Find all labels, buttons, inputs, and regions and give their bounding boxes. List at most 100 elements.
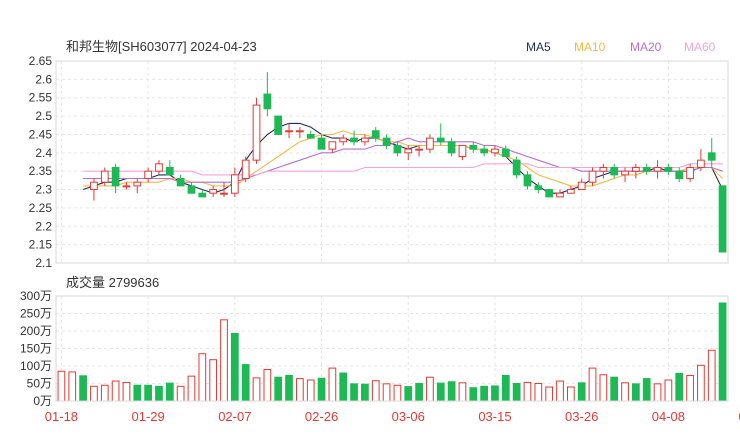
volume-bar: [371, 380, 380, 402]
price-tick-label: 2.6: [35, 72, 52, 86]
volume-bar: [501, 374, 510, 402]
volume-frame: [55, 295, 729, 402]
volume-bar: [491, 385, 499, 402]
candle-body: [599, 167, 608, 172]
candle-body: [339, 137, 348, 143]
volume-bar: [176, 385, 185, 402]
candle-body: [566, 189, 575, 194]
candle: [371, 127, 380, 142]
candle-body: [458, 144, 467, 157]
volume-bar: [426, 376, 434, 402]
candle-body: [296, 130, 304, 133]
candle: [642, 163, 651, 175]
candle-body: [285, 130, 293, 133]
candle-body: [632, 167, 640, 172]
candle: [469, 141, 478, 153]
volume-bar: [165, 382, 174, 402]
volume-bar: [328, 367, 337, 402]
candle-body: [577, 181, 586, 191]
candle-body: [501, 148, 510, 157]
volume-y-axis: 300万 250万 200万 150万 100万 50万 0万: [20, 289, 52, 408]
price-y-axis: 2.65 2.6 2.55 2.5 2.45 2.4 2.35 2.3 2.25 2.2 2.15 2…: [29, 54, 53, 270]
candle: [664, 163, 673, 175]
volume-bar: [523, 381, 532, 402]
candle: [675, 167, 684, 183]
candle-body: [111, 167, 120, 187]
candle-body: [90, 181, 98, 191]
volume-bar: [642, 378, 651, 402]
candle-body: [306, 133, 315, 139]
volume-tick-label: 300万: [20, 289, 52, 303]
volume-bar: [90, 385, 98, 402]
date-x-axis: 01-18 01-29 02-07 02-26 03-06 03-15 03-26 04-08…: [45, 409, 740, 424]
candle-body: [653, 167, 662, 172]
candle: [220, 182, 228, 197]
candle: [447, 138, 456, 157]
price-tick-label: 2.15: [29, 238, 53, 252]
volume-bar: [404, 386, 413, 402]
candle-body: [610, 167, 619, 176]
candle-body: [556, 192, 564, 198]
candle: [718, 185, 727, 253]
candle-body: [675, 170, 684, 180]
candle: [577, 178, 586, 191]
volume-bar: [512, 383, 521, 402]
candle-body: [122, 185, 131, 188]
volume-bar: [230, 332, 239, 402]
candle: [480, 145, 488, 157]
candle-body: [393, 144, 402, 154]
candle: [588, 167, 597, 186]
volume-title: 成交量 2799636: [66, 275, 159, 290]
ma-line-ma10: [83, 130, 723, 187]
volume-bar: [458, 382, 467, 402]
candle-body: [512, 159, 521, 176]
candle: [697, 149, 705, 172]
date-tick-label: 04-17: [738, 409, 740, 424]
volume-bar: [686, 374, 694, 402]
candle-body: [328, 141, 337, 150]
volume-tick-label: 150万: [20, 342, 52, 356]
volume-tick-label: 200万: [20, 324, 52, 338]
candle: [198, 189, 207, 198]
candle-body: [382, 137, 391, 146]
volume-bar: [296, 378, 304, 402]
volume-bar: [610, 376, 619, 402]
volume-bar: [664, 379, 673, 402]
candle: [512, 156, 521, 179]
candle: [653, 160, 662, 179]
candle: [621, 167, 629, 183]
volume-bar: [198, 353, 207, 402]
price-tick-label: 2.55: [29, 91, 53, 105]
volume-bar: [57, 370, 66, 402]
candle: [165, 160, 174, 176]
volume-bar: [545, 386, 554, 402]
volume-bar: [79, 375, 87, 402]
price-panel: 2.65 2.6 2.55 2.5 2.45 2.4 2.35 2.3 2.25 2.2 2.15 2…: [29, 54, 729, 270]
volume-tick-label: 100万: [20, 359, 52, 373]
candle: [393, 141, 402, 157]
ma-line-ma20: [83, 137, 723, 183]
candle: [350, 130, 358, 146]
candle-body: [274, 115, 283, 135]
candle-body: [707, 152, 716, 161]
volume-bar: [675, 372, 684, 402]
candle: [632, 163, 640, 179]
volume-bar: [415, 383, 423, 402]
candle-body: [621, 170, 629, 176]
candle-body: [523, 174, 532, 187]
legend-ma5: MA5: [526, 40, 551, 54]
candle: [491, 145, 499, 157]
candle: [144, 167, 152, 183]
candle-body: [263, 93, 272, 110]
candle-body: [230, 174, 239, 194]
legend-ma20: MA20: [630, 40, 662, 54]
date-tick-label: 04-08: [652, 409, 685, 424]
volume-bar: [122, 381, 131, 402]
candle: [426, 134, 434, 153]
candle: [458, 144, 467, 161]
candle: [306, 130, 315, 139]
chart-title: 和邦生物[SH603077] 2024-04-23: [66, 39, 257, 54]
volume-bar: [577, 382, 586, 402]
candle: [187, 182, 196, 194]
